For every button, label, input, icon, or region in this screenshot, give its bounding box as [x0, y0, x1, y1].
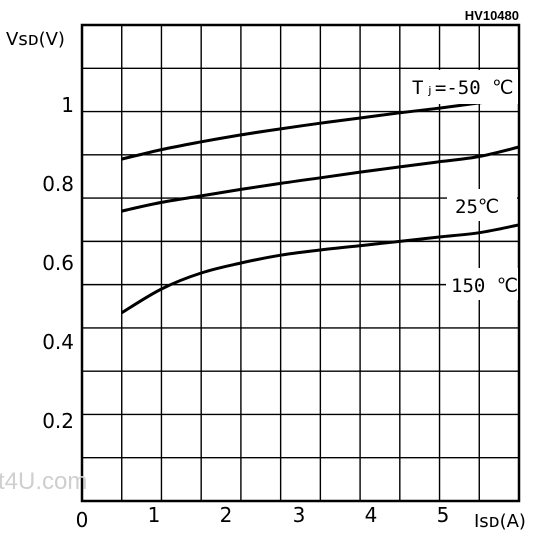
x-tick-labels: 0 1 2 3 4 5 [76, 503, 450, 532]
series-line-25c [121, 145, 520, 213]
series-labels: Tⱼ=-50 ℃ 25℃ 150 ℃ [405, 70, 518, 300]
y-tick-label-0.6: 0.6 [42, 251, 74, 275]
y-tick-labels: 0.2 0.4 0.6 0.8 1 [42, 93, 74, 433]
watermark: t4U.com [0, 468, 87, 495]
y-tick-label-0.8: 0.8 [42, 172, 74, 196]
series-line-150c [120, 223, 520, 315]
grid [82, 25, 519, 501]
x-tick-label-2: 2 [220, 503, 233, 527]
y-axis-label: Vsᴅ(V) [6, 29, 65, 50]
x-tick-label-5: 5 [437, 503, 450, 527]
y-tick-label-0.4: 0.4 [42, 330, 74, 354]
x-tick-label-0: 0 [76, 508, 89, 532]
chart-code: HV10480 [465, 8, 519, 23]
series-label-bg-25c [447, 189, 517, 221]
plot-frame [80, 23, 521, 503]
series-label-150c: 150 ℃ [451, 275, 518, 297]
series-label-bg-minus50c [405, 70, 518, 104]
x-tick-label-3: 3 [293, 503, 306, 527]
x-tick-label-4: 4 [365, 503, 378, 527]
x-axis-label: Isᴅ(A) [474, 511, 526, 532]
y-tick-label-0.2: 0.2 [42, 409, 74, 433]
y-tick-label-1: 1 [61, 93, 74, 117]
series-label-25c: 25℃ [455, 196, 499, 218]
series-line-minus50c [121, 96, 520, 161]
series-label-minus50c: Tⱼ=-50 ℃ [412, 77, 513, 99]
series-label-bg-150c [446, 268, 518, 300]
x-tick-label-1: 1 [148, 503, 161, 527]
series-lines [120, 96, 520, 315]
